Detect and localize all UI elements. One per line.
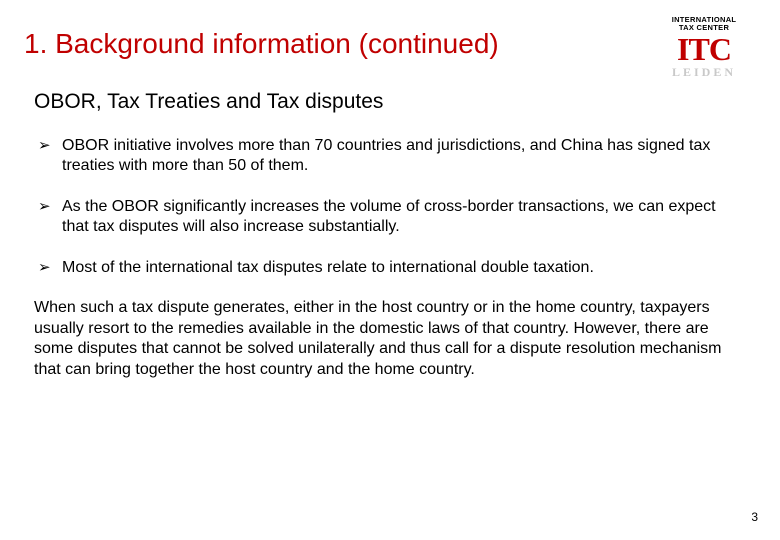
bullet-item: Most of the international tax disputes r… [34,258,746,278]
bullet-item: OBOR initiative involves more than 70 co… [34,136,746,177]
bullet-item: As the OBOR significantly increases the … [34,197,746,238]
bullet-list: OBOR initiative involves more than 70 co… [34,136,746,278]
logo-city: LEIDEN [662,65,746,80]
slide: INTERNATIONAL TAX CENTER ITC LEIDEN 1. B… [0,0,780,540]
body-paragraph: When such a tax dispute generates, eithe… [34,298,746,380]
logo-acronym: ITC [662,35,746,64]
slide-subtitle: OBOR, Tax Treaties and Tax disputes [34,90,746,114]
slide-title: 1. Background information (continued) [24,28,746,60]
page-number: 3 [751,510,758,524]
itc-logo: INTERNATIONAL TAX CENTER ITC LEIDEN [662,16,746,80]
